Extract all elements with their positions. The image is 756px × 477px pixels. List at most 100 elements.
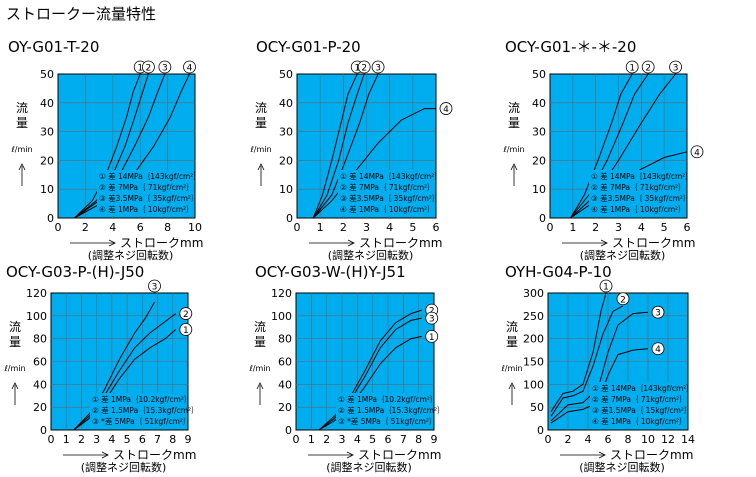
chart-title: OCY-G01-P-20 (256, 38, 361, 56)
chart-2: OCY-G01-P-200 1 2 3 4 5 601020304050流量ℓ/minストロ… (249, 38, 453, 262)
x-tick-label: 1 (63, 433, 70, 446)
chart-title: OCY-G01-＊-＊-20 (505, 38, 636, 56)
y-tick-label: 20 (33, 401, 47, 414)
y-axis-arrowhead (18, 163, 26, 171)
series-line (312, 73, 379, 219)
x-tick-label: 3 (93, 433, 100, 446)
x-axis-sublabel: (調整ネジ回転数) (326, 460, 412, 474)
y-tick-label: 50 (532, 68, 546, 81)
series-marker (179, 307, 193, 320)
series-line (73, 301, 155, 431)
series-marker-label: 2 (361, 64, 367, 74)
y-axis-unit: ℓ/min (3, 364, 25, 373)
chart-title: OY-G01-T-20 (8, 38, 99, 56)
y-axis-unit: ℓ/min (10, 145, 32, 154)
x-tick-label: 12 (661, 433, 675, 446)
x-tick-label: 2 (565, 433, 572, 446)
x-axis-arrowhead (108, 239, 116, 247)
y-tick-label: 20 (279, 154, 293, 167)
series-marker (651, 342, 665, 356)
y-tick-label: 120 (26, 287, 47, 300)
y-axis-arrowhead (11, 382, 19, 390)
y-tick-label: 100 (271, 310, 292, 323)
x-axis-label: ストロークmm (358, 448, 441, 462)
y-tick-label: 0 (539, 212, 546, 225)
legend-box (589, 170, 685, 216)
x-tick-label: 5 (124, 433, 131, 446)
y-axis-label: 流 (16, 101, 28, 115)
y-axis-label: 量 (16, 116, 28, 130)
y-tick-label: 150 (523, 356, 544, 369)
chart-title: OCY-G03-P-(H)-J50 (6, 263, 144, 281)
y-tick-label: 60 (33, 356, 47, 369)
y-axis-arrowhead (510, 163, 518, 171)
y-tick-label: 120 (271, 287, 292, 300)
y-tick-label: 40 (40, 97, 54, 110)
legend-entry: ③ 差3.5MPa｛ 35kgf/cm²｝ (340, 193, 439, 203)
legend-entry: ① 差 14MPa｛143kgf/cm²｝ (340, 171, 442, 181)
legend-entry: ② 差 1.5MPa｛15.3kgf/cm²｝ (338, 405, 445, 415)
series-marker (625, 60, 639, 74)
y-axis-arrowhead (257, 163, 265, 171)
y-axis-label: 量 (254, 335, 266, 349)
series-marker-label: 3 (162, 64, 168, 74)
series-marker (179, 323, 193, 336)
x-tick-label: 5 (369, 433, 376, 446)
y-tick-label: 10 (279, 183, 293, 196)
y-axis-label: 流 (9, 320, 21, 334)
x-tick-label: 6 (385, 433, 392, 446)
legend-entry: ③ 差1.5MPa｛ 15kgf/cm²｝ (592, 405, 691, 415)
x-tick-label: 6 (605, 433, 612, 446)
legend-entry: ① 差 14MPa｛143kgf/cm²｝ (99, 171, 201, 181)
series-marker (148, 279, 161, 293)
x-tick-label: 2 (82, 221, 89, 234)
y-tick-label: 80 (33, 333, 47, 346)
series-marker-label: 4 (655, 345, 661, 355)
x-tick-label: 9 (431, 433, 438, 446)
legend-box (338, 170, 434, 216)
series-marker (183, 60, 196, 74)
y-tick-label: 0 (285, 424, 292, 437)
chart-title: OYH-G04-P-10 (505, 263, 612, 281)
x-tick-label: 8 (169, 433, 176, 446)
x-tick-label: 8 (415, 433, 422, 446)
x-tick-label: 3 (339, 433, 346, 446)
x-axis-sublabel: (調整ネジ回転数) (81, 460, 167, 474)
x-tick-label: 2 (340, 221, 347, 234)
x-tick-label: 4 (354, 433, 361, 446)
series-marker (641, 60, 655, 74)
legend-entry: ④ 差 1MPa｛ 10kgf/cm²｝ (99, 204, 194, 214)
y-tick-label: 100 (26, 310, 47, 323)
x-tick-label: 10 (641, 433, 655, 446)
x-tick-label: 4 (638, 221, 645, 234)
legend-entry: ① 差 14MPa｛143kgf/cm²｝ (592, 383, 694, 393)
y-tick-label: 40 (278, 378, 292, 391)
x-tick-label: 4 (386, 221, 393, 234)
x-axis-label: ストロークmm (612, 236, 695, 250)
series-line (550, 305, 624, 417)
x-tick-label: 0 (294, 221, 301, 234)
x-axis-arrowhead (346, 451, 354, 459)
x-axis-label: ストロークmm (113, 448, 196, 462)
series-marker (616, 292, 630, 306)
series-marker (142, 60, 155, 74)
series-marker-label: 4 (694, 148, 700, 158)
x-tick-label: 6 (433, 221, 440, 234)
series-marker-label: 4 (187, 64, 193, 74)
x-axis-label: ストロークmm (120, 236, 203, 250)
x-tick-label: 2 (78, 433, 85, 446)
legend-entry: ④ 差 1MPa｛ 10kgf/cm²｝ (340, 204, 435, 214)
x-tick-label: 6 (139, 433, 146, 446)
series-line (570, 73, 649, 219)
series-line (312, 73, 365, 219)
series-marker-label: 3 (655, 309, 661, 319)
x-axis-sublabel: (調整ネジ回転数) (579, 460, 665, 474)
y-tick-label: 40 (279, 97, 293, 110)
series-marker-label: 3 (375, 64, 381, 74)
x-tick-label: 4 (109, 221, 116, 234)
series-marker-label: 2 (645, 64, 651, 74)
legend-box (97, 170, 193, 216)
legend-entry: ① 差 14MPa｛143kgf/cm²｝ (591, 171, 693, 181)
y-axis-label: 流 (508, 101, 520, 115)
